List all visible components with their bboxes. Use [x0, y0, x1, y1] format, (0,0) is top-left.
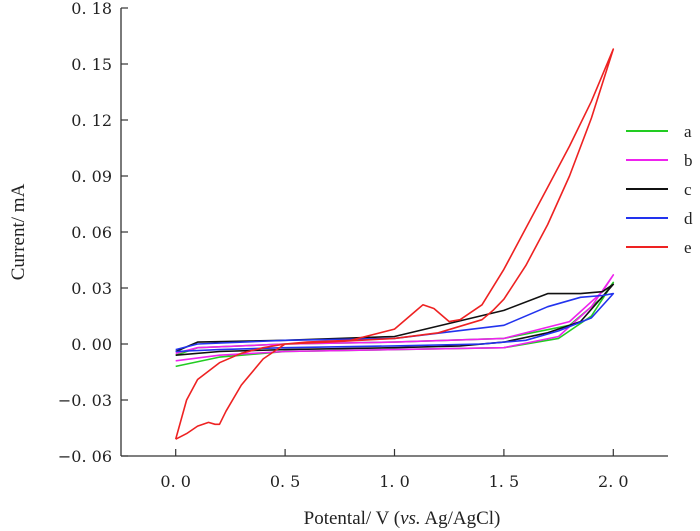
y-tick-label: 0. 12 [71, 111, 112, 130]
x-tick-label: 0. 0 [160, 472, 191, 491]
legend-label-d: d [684, 209, 693, 228]
series-line-c [175, 283, 615, 356]
x-axis-title-suffix: Ag/AgCl) [421, 508, 501, 529]
y-tick-label: 0. 00 [71, 335, 112, 354]
x-axis-title-prefix: Potental/ V ( [304, 508, 400, 529]
x-tick-label: 2. 0 [598, 472, 629, 491]
x-axis-title: Potental/ V (vs. Ag/AgCl) [304, 508, 501, 529]
y-tick-label: 0. 09 [71, 167, 112, 186]
y-tick-label: 0. 15 [71, 55, 112, 74]
y-tick-label: −0. 06 [58, 447, 112, 466]
axes: 0. 18 0. 15 0. 12 0. 09 0. 06 0. 03 0. 00 −0. 0… [58, 0, 668, 491]
legend-label-b: b [684, 151, 693, 170]
x-tick-label: 1. 5 [489, 472, 520, 491]
x-axis-title-italic: vs. [400, 508, 421, 529]
x-tick-label: 0. 5 [270, 472, 301, 491]
series-line-e [174, 48, 615, 440]
legend-label-c: c [684, 180, 692, 199]
y-tick-label: 0. 03 [71, 279, 112, 298]
y-tick-label: −0. 03 [58, 391, 112, 410]
y-tick-label: 0. 18 [71, 0, 112, 18]
y-axis-title: Current/ mA [8, 183, 29, 280]
y-tick-label: 0. 06 [71, 223, 112, 242]
x-tick-label: 1. 0 [379, 472, 410, 491]
legend-label-a: a [684, 122, 692, 141]
legend-label-e: e [684, 238, 692, 257]
data-series [174, 48, 615, 440]
series-line-b [175, 274, 615, 362]
